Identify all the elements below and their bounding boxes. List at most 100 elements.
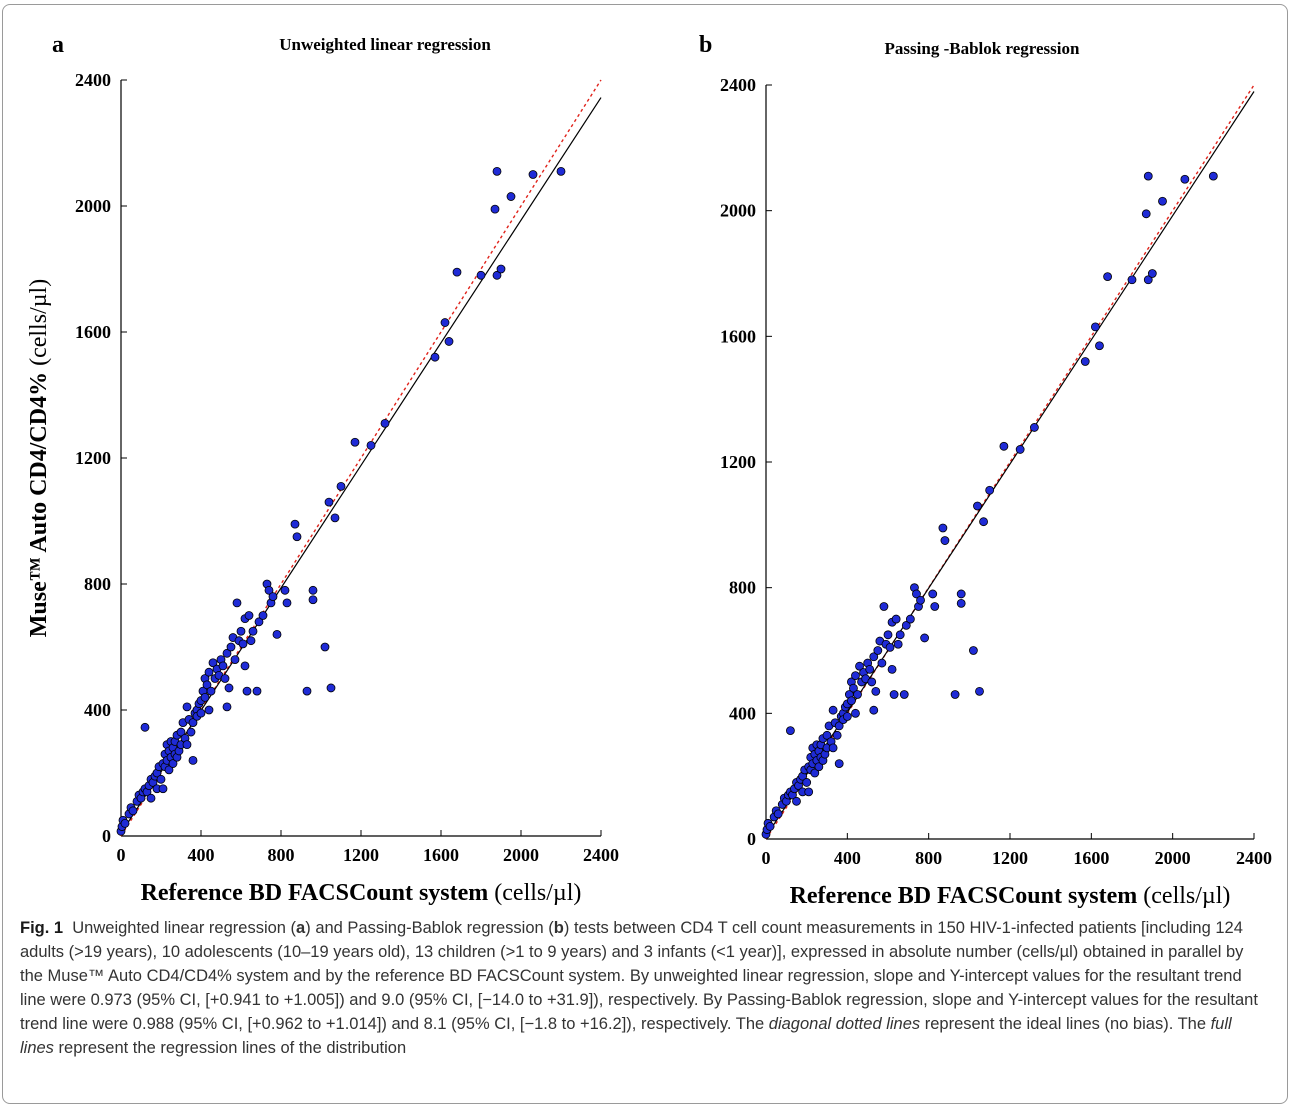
- x-axis-label-unit: (cells/µl): [488, 880, 581, 906]
- data-point: [828, 705, 838, 715]
- data-point: [186, 727, 196, 737]
- data-point: [476, 270, 486, 280]
- figure-canvas: a Unweighted linear regression 0 400 800 1200…: [26, 32, 1272, 909]
- x-axis-label: Reference BD FACSCount system (cells/µl): [141, 880, 582, 906]
- data-point: [1030, 423, 1039, 432]
- data-point: [208, 658, 218, 668]
- data-point: [802, 778, 812, 787]
- caption-dotted-lines: diagonal dotted lines: [768, 1015, 921, 1033]
- data-point: [164, 765, 174, 775]
- data-point: [188, 756, 198, 765]
- data-point: [1180, 174, 1190, 184]
- y-axis-label-unit: (cells/µl): [26, 279, 52, 372]
- data-point: [302, 686, 312, 696]
- data-point: [168, 759, 178, 768]
- figure-caption: Fig. 1 Unweighted linear regression (a) …: [20, 916, 1270, 1060]
- x-tick-label: 800: [268, 845, 295, 865]
- data-point: [492, 166, 502, 176]
- data-point: [120, 819, 130, 828]
- caption-text-3: ) tests between CD4 T cell count measure…: [20, 919, 1258, 1033]
- data-point: [326, 683, 336, 693]
- chart-title: Passing -Bablok regression: [885, 39, 1080, 58]
- y-axis-label-name: Muse™ Auto CD4/CD4%: [26, 372, 52, 637]
- data-point: [867, 677, 877, 687]
- data-point: [556, 166, 566, 176]
- data-point: [196, 708, 206, 718]
- y-tick-label: 2400: [720, 75, 756, 95]
- data-point: [324, 497, 334, 507]
- data-point: [999, 441, 1009, 451]
- data-point: [956, 589, 966, 599]
- data-point: [804, 787, 814, 797]
- x-tick-label: 1600: [1073, 848, 1109, 868]
- data-point: [440, 318, 450, 327]
- data-point: [851, 708, 860, 718]
- data-point: [975, 686, 984, 696]
- y-tick-label: 1600: [720, 326, 756, 346]
- data-point: [224, 683, 234, 693]
- data-point: [246, 636, 256, 646]
- data-point: [204, 667, 214, 677]
- data-point: [847, 696, 856, 706]
- data-point: [773, 809, 783, 819]
- data-point: [893, 639, 903, 649]
- data-point: [244, 611, 254, 620]
- data-point: [222, 648, 232, 658]
- data-point: [506, 192, 516, 201]
- data-point: [240, 661, 250, 671]
- x-axis-label-unit: (cells/µl): [1137, 883, 1230, 909]
- caption-full-lines: full lines: [20, 1015, 1232, 1057]
- data-point: [765, 822, 775, 831]
- data-point: [828, 743, 838, 753]
- y-tick-label: 2000: [720, 201, 756, 221]
- data-point: [865, 664, 875, 674]
- caption-panel-b: b: [553, 919, 564, 937]
- data-point: [380, 418, 390, 428]
- x-tick-label: 800: [915, 848, 942, 868]
- y-tick-label: 0: [102, 826, 111, 846]
- data-point: [1143, 275, 1153, 285]
- data-point: [350, 437, 360, 447]
- data-point: [786, 726, 795, 736]
- data-point: [252, 686, 262, 696]
- data-point: [869, 652, 879, 662]
- data-point: [928, 589, 938, 599]
- data-point: [822, 730, 832, 740]
- data-point: [366, 440, 376, 450]
- data-point: [1095, 341, 1104, 351]
- data-point: [292, 532, 302, 542]
- data-point: [1080, 357, 1090, 366]
- x-tick-label: 2400: [583, 845, 619, 865]
- data-point: [889, 690, 899, 699]
- y-tick-label: 1200: [75, 448, 111, 468]
- x-tick-label: 1600: [423, 845, 459, 865]
- data-point: [140, 722, 150, 732]
- y-tick-label: 800: [729, 578, 756, 598]
- data-point: [308, 595, 318, 605]
- data-point: [895, 630, 905, 640]
- y-tick-label: 2000: [75, 196, 111, 216]
- data-point: [899, 690, 909, 699]
- data-point: [268, 592, 278, 601]
- data-point: [280, 585, 290, 595]
- data-point: [200, 693, 210, 702]
- data-point: [871, 686, 881, 696]
- data-point: [832, 730, 842, 740]
- data-point: [887, 664, 897, 674]
- data-point: [492, 270, 502, 280]
- data-point: [444, 337, 454, 346]
- x-tick-label: 2000: [503, 845, 539, 865]
- y-tick-label: 1600: [75, 322, 111, 342]
- caption-panel-a: a: [296, 919, 306, 937]
- data-point: [202, 680, 212, 690]
- data-point: [916, 595, 925, 605]
- y-tick-label: 0: [747, 829, 756, 849]
- data-point: [232, 598, 242, 608]
- data-point: [320, 642, 330, 652]
- data-point: [452, 267, 462, 277]
- caption-text-5: represent the regression lines of the di…: [53, 1039, 407, 1057]
- y-tick-label: 800: [84, 574, 111, 594]
- data-point: [985, 485, 995, 495]
- data-point: [222, 702, 232, 712]
- data-point: [336, 481, 346, 491]
